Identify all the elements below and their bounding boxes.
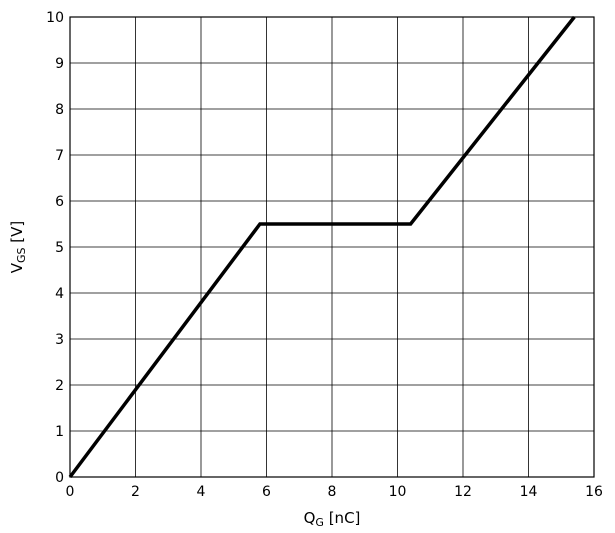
x-axis-label-main: Q — [304, 509, 316, 527]
plot-frame — [69, 16, 595, 478]
y-tick-label: 2 — [55, 378, 64, 394]
y-axis-label-unit: [V] — [8, 221, 26, 248]
series-layer — [68, 15, 576, 479]
y-axis-label-sub: GS — [15, 247, 28, 263]
y-tick-label: 1 — [55, 424, 64, 440]
x-tick-label: 10 — [389, 484, 407, 500]
y-axis-label: VGS [V] — [8, 221, 28, 274]
y-tick-label: 6 — [55, 194, 64, 210]
x-tick-label: 0 — [66, 484, 75, 500]
y-tick-label: 10 — [46, 10, 64, 26]
x-tick-label: 6 — [262, 484, 271, 500]
y-tick-label: 3 — [55, 332, 64, 348]
x-tick-label: 14 — [520, 484, 538, 500]
x-axis-label-unit: [nC] — [324, 509, 360, 527]
x-axis-label: QG [nC] — [304, 509, 361, 529]
y-tick-label: 0 — [55, 470, 64, 486]
x-tick-label: 12 — [454, 484, 472, 500]
y-tick-label: 7 — [55, 148, 64, 164]
x-tick-label: 2 — [131, 484, 140, 500]
grid-lines — [69, 16, 595, 478]
x-tick-labels: 0 2 4 6 8 10 12 14 16 — [66, 484, 603, 500]
series-line — [68, 15, 576, 479]
x-tick-label: 16 — [585, 484, 603, 500]
x-axis-label-sub: G — [315, 516, 324, 529]
y-axis-label-main: V — [8, 262, 26, 273]
y-tick-labels: 0 1 2 3 4 5 6 7 8 9 10 — [46, 10, 64, 486]
y-tick-label: 5 — [55, 240, 64, 256]
x-tick-label: 4 — [197, 484, 206, 500]
x-tick-label: 8 — [328, 484, 337, 500]
y-tick-label: 4 — [55, 286, 64, 302]
y-tick-label: 9 — [55, 56, 64, 72]
y-tick-label: 8 — [55, 102, 64, 118]
